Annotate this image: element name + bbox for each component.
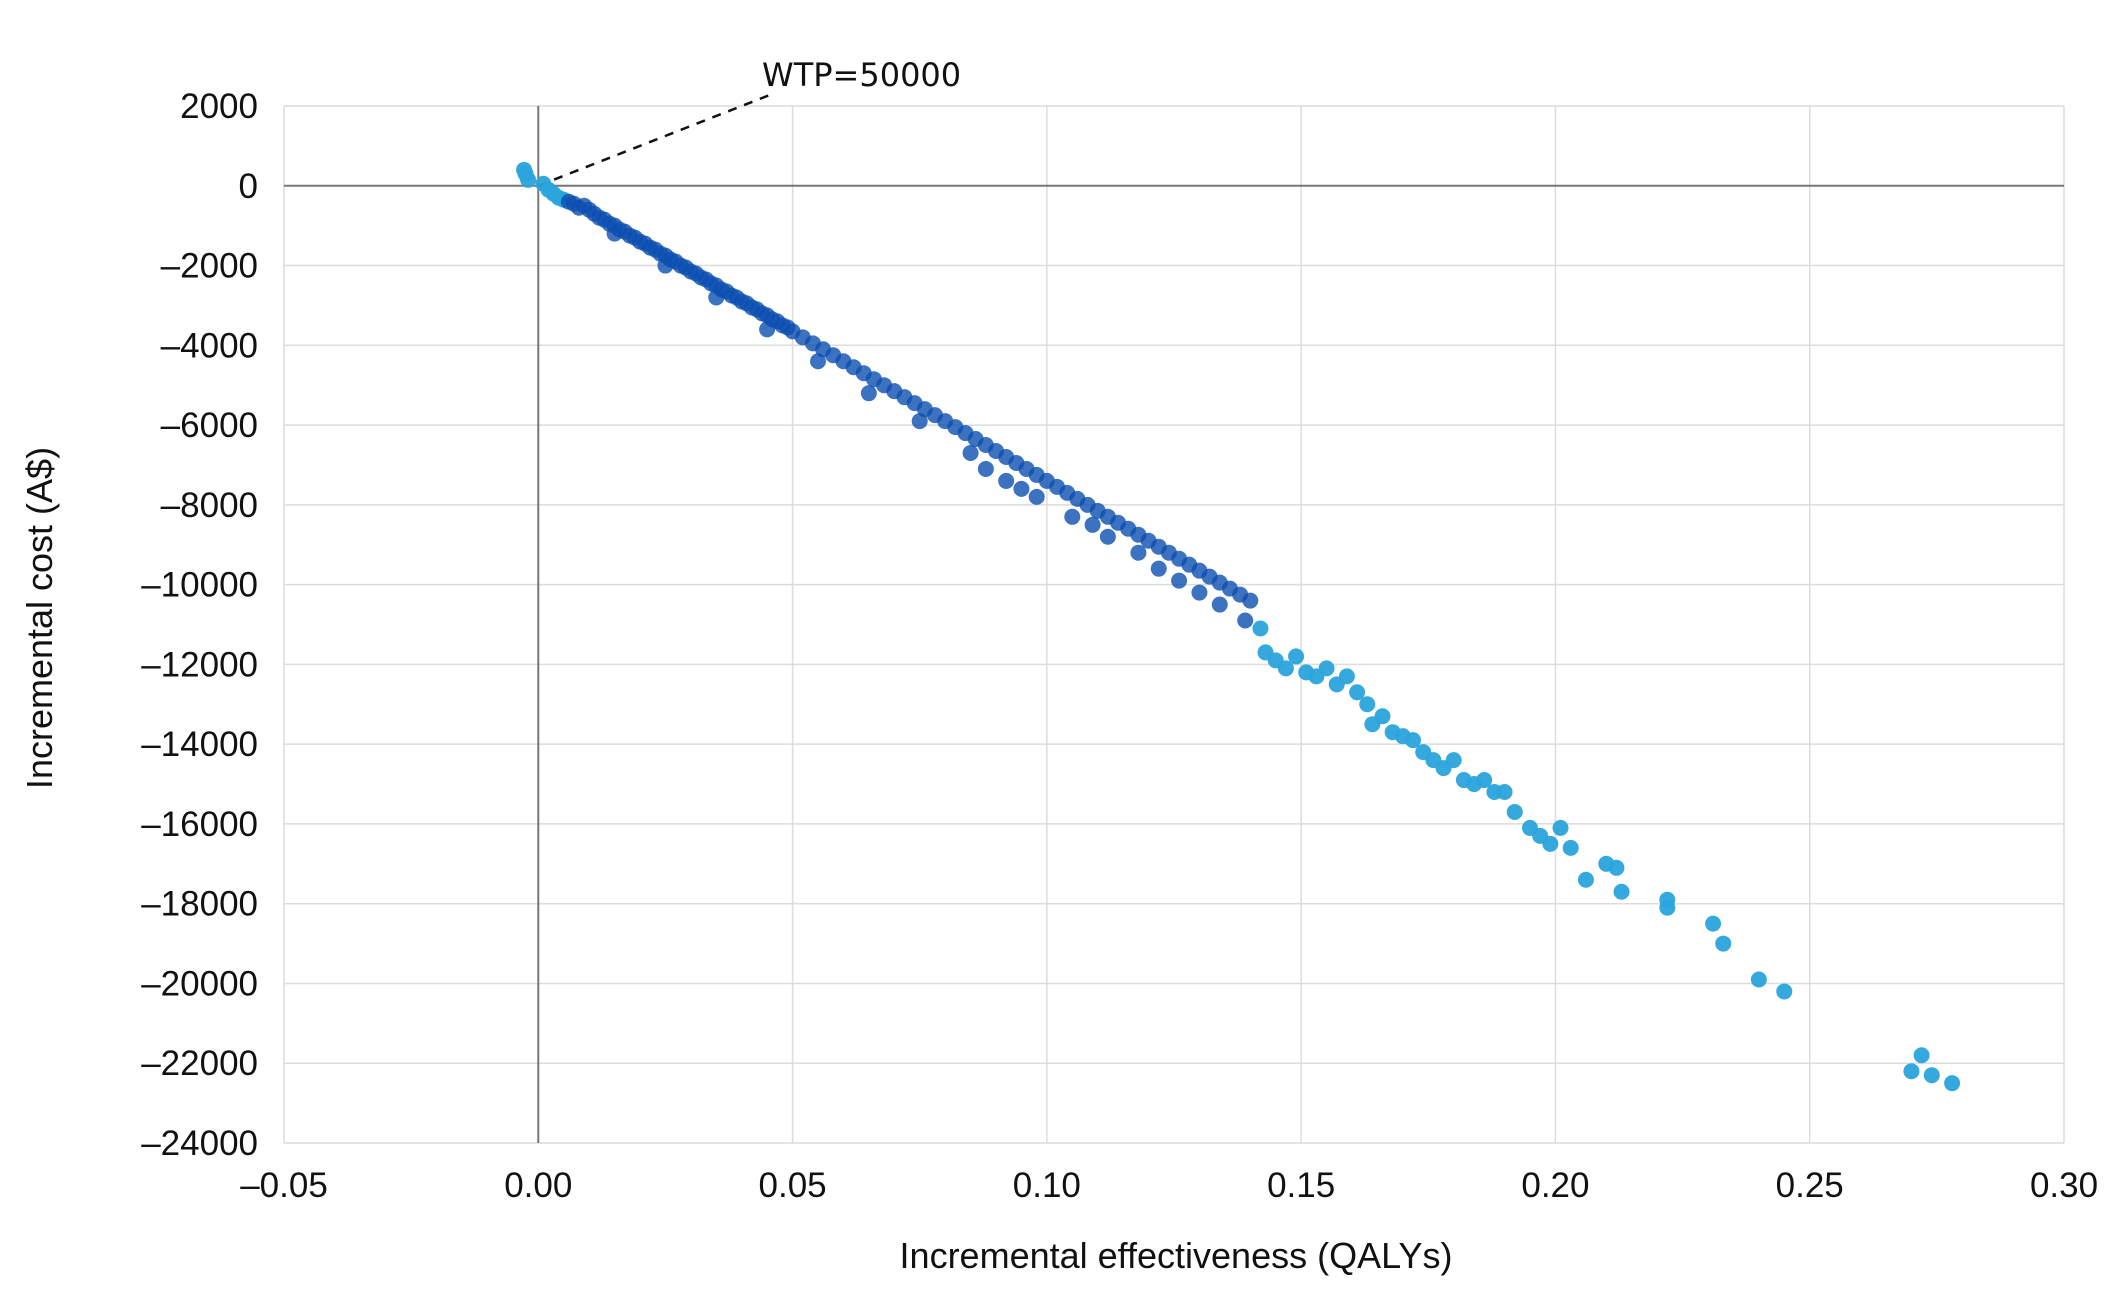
y-tick-label: –10000 <box>141 566 258 605</box>
y-tick-label: –14000 <box>141 725 258 764</box>
x-axis-title: Incremental effectiveness (QALYs) <box>900 1235 1453 1276</box>
data-point <box>1359 696 1376 713</box>
data-point <box>1659 899 1676 916</box>
data-point <box>1445 752 1462 769</box>
data-point <box>1130 544 1147 561</box>
data-point <box>1776 983 1793 1000</box>
data-point <box>1608 859 1625 876</box>
y-tick-label: 0 <box>239 167 258 206</box>
data-point <box>810 353 826 370</box>
data-point <box>1237 612 1254 629</box>
y-tick-label: –6000 <box>161 406 258 445</box>
y-tick-label: –2000 <box>161 247 258 286</box>
data-point <box>1338 668 1355 685</box>
data-point <box>1288 648 1305 665</box>
x-tick-label: 0.00 <box>504 1166 572 1205</box>
x-tick-label: 0.25 <box>1776 1166 1844 1205</box>
data-point <box>1252 620 1269 637</box>
data-point <box>657 257 674 274</box>
data-point <box>1374 708 1391 725</box>
y-axis-title: Incremental cost (A$) <box>19 447 60 789</box>
data-point <box>1064 508 1081 525</box>
data-point <box>911 413 928 430</box>
data-point <box>520 171 537 188</box>
zero-axes <box>284 106 2064 1143</box>
data-point <box>1171 572 1188 589</box>
data-point <box>1944 1075 1961 1092</box>
x-tick-label: 0.10 <box>1013 1166 1081 1205</box>
x-tick-label: 0.05 <box>759 1166 827 1205</box>
y-tick-label: –22000 <box>141 1044 258 1083</box>
data-point <box>1099 528 1116 545</box>
gridlines <box>283 105 2065 1144</box>
y-tick-label: –20000 <box>141 964 258 1003</box>
data-point <box>1496 784 1513 801</box>
data-point <box>1028 488 1045 505</box>
y-tick-label: –24000 <box>141 1124 258 1163</box>
y-tick-label: –4000 <box>161 326 258 365</box>
data-point <box>1405 732 1422 749</box>
data-point <box>1318 660 1335 677</box>
x-tick-labels: –0.05 0.00 0.05 0.10 0.15 0.20 0.25 0.30 <box>240 1166 2098 1205</box>
wtp-label: WTP=50000 <box>762 56 961 94</box>
data-point <box>708 289 725 306</box>
y-tick-label: –18000 <box>141 885 258 924</box>
wtp-line <box>537 92 773 187</box>
x-tick-label: –0.05 <box>240 1166 328 1205</box>
data-point <box>1476 772 1493 789</box>
data-point <box>1913 1047 1930 1064</box>
data-point <box>962 444 979 461</box>
y-tick-label: –16000 <box>141 805 258 844</box>
x-tick-label: 0.20 <box>1521 1166 1589 1205</box>
data-point <box>759 321 776 338</box>
data-point <box>1506 803 1523 820</box>
data-point <box>1552 819 1569 836</box>
data-point <box>1277 660 1294 677</box>
data-point <box>1349 684 1366 701</box>
data-point <box>1577 871 1594 888</box>
data-point <box>977 460 994 477</box>
data-point <box>860 385 877 402</box>
data-point <box>1084 516 1101 533</box>
wtp-threshold: WTP=50000 <box>537 56 961 187</box>
data-point <box>1613 883 1630 900</box>
data-point <box>1562 839 1579 856</box>
data-point <box>1923 1067 1940 1084</box>
y-tick-labels: 2000 0 –2000 –4000 –6000 –8000 –10000 –12000 –14… <box>141 87 258 1163</box>
data-point <box>606 225 623 242</box>
data-point <box>1013 480 1030 497</box>
data-point <box>1903 1063 1920 1080</box>
x-tick-label: 0.30 <box>2030 1166 2098 1205</box>
data-point <box>1705 915 1722 932</box>
data-point <box>1150 560 1167 577</box>
data-point <box>1191 584 1208 601</box>
data-point <box>1715 935 1732 952</box>
data-point <box>1750 971 1767 988</box>
scatter-points <box>516 161 1961 1092</box>
data-point <box>1211 596 1228 613</box>
y-tick-label: 2000 <box>180 87 258 126</box>
y-tick-label: –12000 <box>141 645 258 684</box>
data-point <box>1542 835 1559 852</box>
data-point <box>1242 592 1259 609</box>
data-point <box>998 472 1015 489</box>
y-tick-label: –8000 <box>161 486 258 525</box>
x-tick-label: 0.15 <box>1267 1166 1335 1205</box>
